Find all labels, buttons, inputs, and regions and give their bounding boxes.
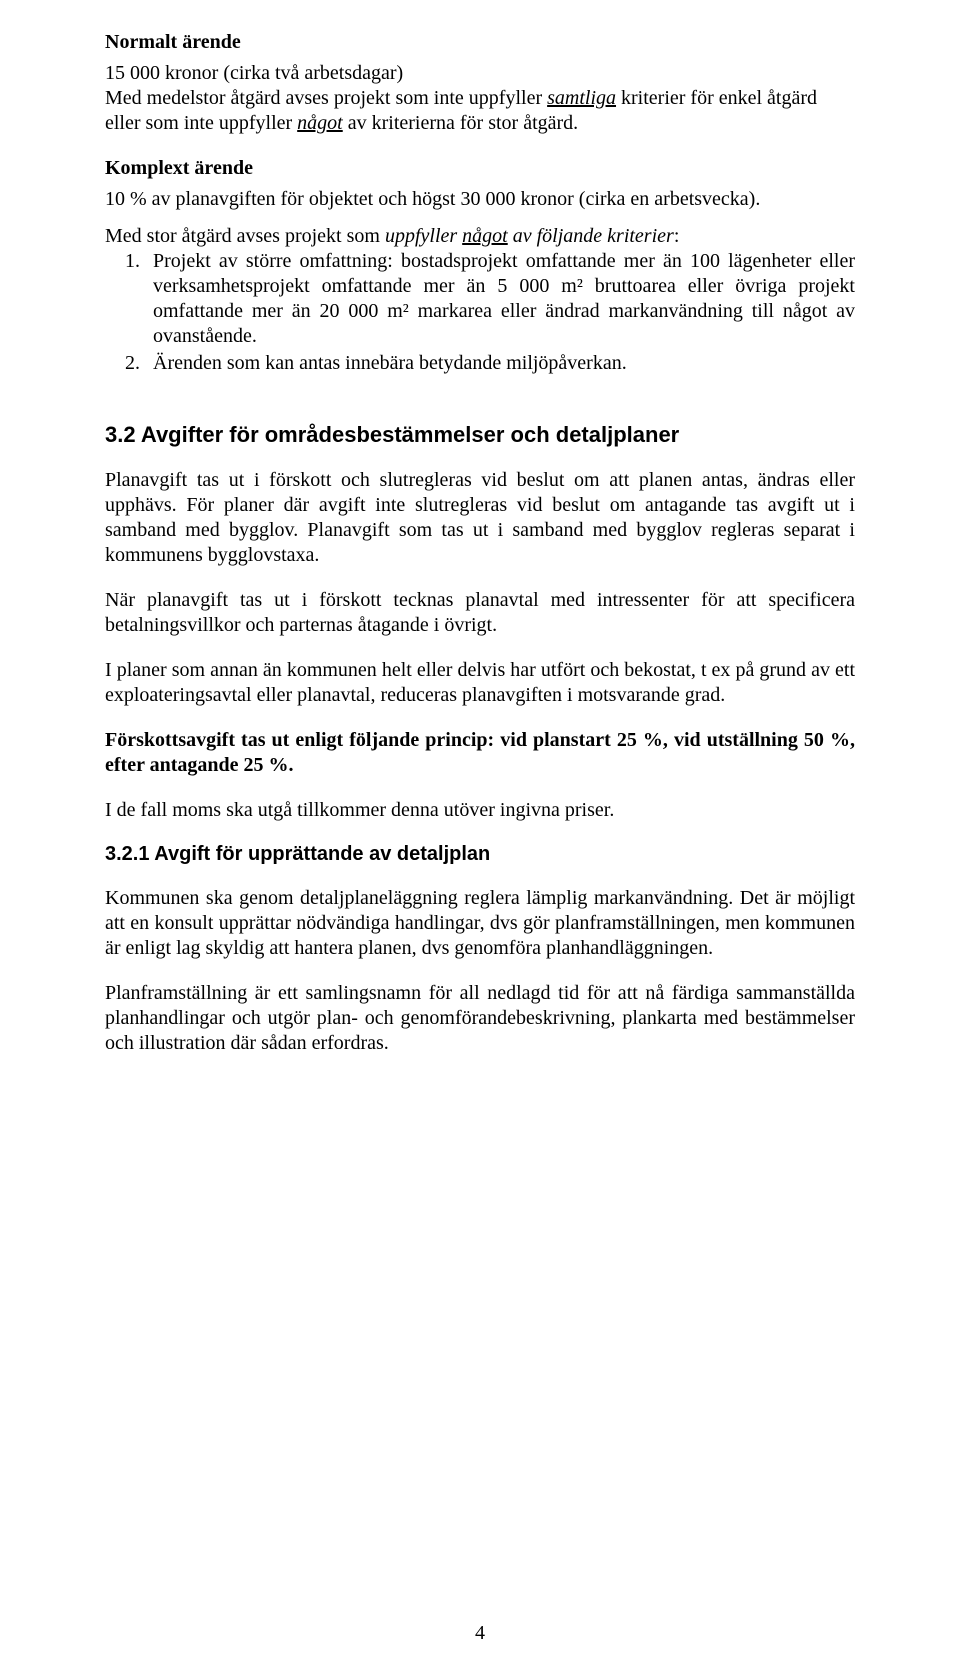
heading-3-2-1: 3.2.1 Avgift för upprättande av detaljpl… [105, 843, 855, 866]
text-emphasis: uppfyller [385, 225, 462, 247]
heading-3-2: 3.2 Avgifter för områdesbestämmelser och… [105, 422, 855, 448]
paragraph: I de fall moms ska utgå tillkommer denna… [105, 798, 855, 823]
heading-normalt-arende: Normalt ärende [105, 30, 855, 55]
text: Med stor åtgärd avses projekt som [105, 225, 385, 247]
paragraph: I planer som annan än kommunen helt elle… [105, 658, 855, 708]
document-page: Normalt ärende 15 000 kronor (cirka två … [0, 0, 960, 1675]
paragraph-bold: Förskottsavgift tas ut enligt följande p… [105, 728, 855, 778]
paragraph: Med stor åtgärd avses projekt som uppfyl… [105, 224, 855, 249]
text-emphasis: något [462, 225, 508, 247]
paragraph: 15 000 kronor (cirka två arbetsdagar) Me… [105, 61, 855, 136]
list-item: Ärenden som kan antas innebära betydande… [145, 351, 855, 376]
text-emphasis: något [297, 112, 343, 134]
heading-komplext-arende: Komplext ärende [105, 156, 855, 181]
ordered-list: Projekt av större omfattning: bostadspro… [105, 249, 855, 376]
text: Med medelstor åtgärd avses projekt som i… [105, 87, 547, 109]
paragraph: 10 % av planavgiften för objektet och hö… [105, 187, 855, 212]
text-emphasis: samtliga [547, 87, 616, 109]
text: av kriterierna för stor åtgärd. [343, 112, 578, 134]
paragraph: Planavgift tas ut i förskott och slutreg… [105, 468, 855, 568]
text: 15 000 kronor (cirka två arbetsdagar) [105, 62, 403, 84]
list-item: Projekt av större omfattning: bostadspro… [145, 249, 855, 349]
text-emphasis: av följande kriterier [508, 225, 674, 247]
page-number: 4 [0, 1622, 960, 1645]
paragraph: Planframställning är ett samlingsnamn fö… [105, 981, 855, 1056]
paragraph: När planavgift tas ut i förskott tecknas… [105, 588, 855, 638]
text: : [674, 225, 680, 247]
paragraph: Kommunen ska genom detaljplaneläggning r… [105, 886, 855, 961]
